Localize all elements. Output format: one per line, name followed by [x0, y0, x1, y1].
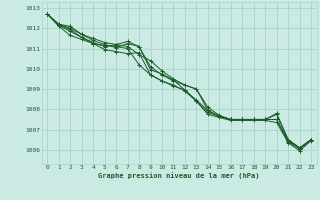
- X-axis label: Graphe pression niveau de la mer (hPa): Graphe pression niveau de la mer (hPa): [99, 172, 260, 179]
